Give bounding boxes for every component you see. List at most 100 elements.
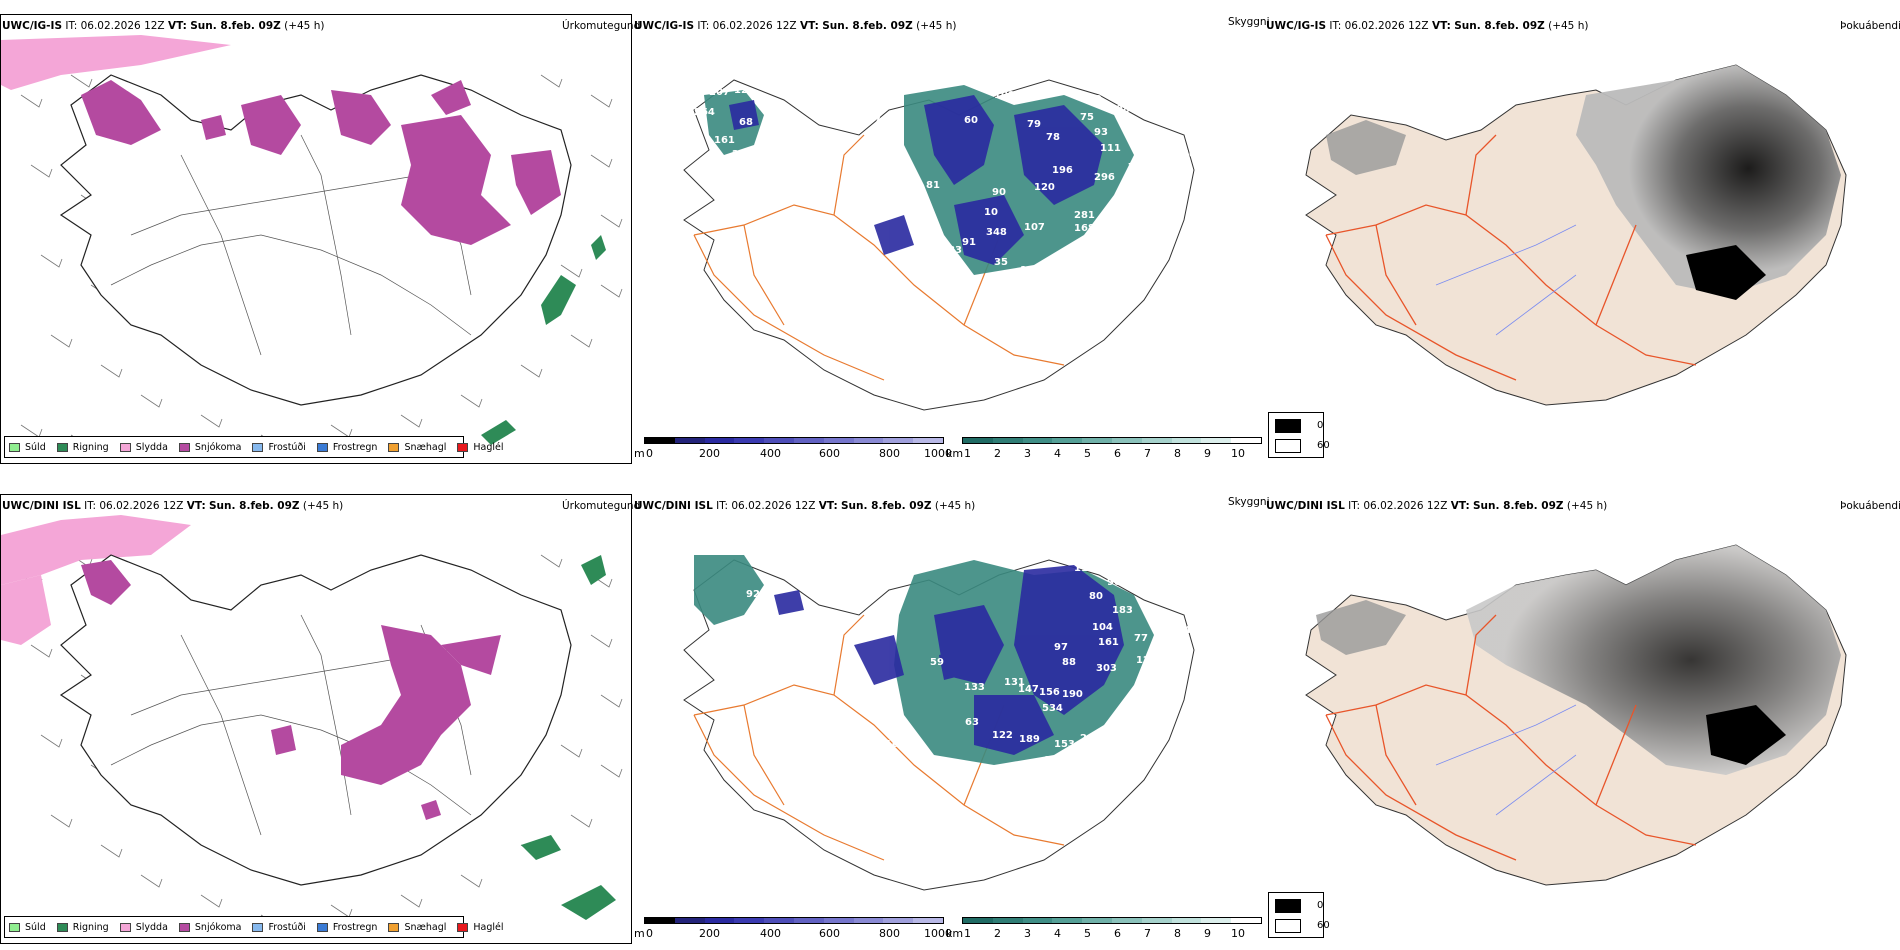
pink-slydda-2	[1, 515, 191, 585]
ceil-num: 116	[878, 739, 899, 750]
fog-swatch-low-2	[1275, 899, 1301, 913]
swatch-suld	[9, 442, 20, 452]
title-precip-1: Úrkomutegund	[562, 20, 641, 32]
swatch-frostudi	[252, 442, 264, 452]
ceil-num: 77	[896, 723, 910, 734]
swatch-slydda	[119, 442, 131, 452]
ceiling-tick: 0	[646, 927, 653, 940]
vis-tick: 3	[1024, 447, 1031, 460]
ceiling-unit: m	[634, 447, 645, 460]
ceil-num: 100	[994, 90, 1015, 101]
title-precip-2: Úrkomutegund	[562, 500, 641, 512]
precip-map-frame-2	[0, 494, 632, 944]
ceil-num: 97	[1054, 642, 1068, 653]
legend-item-rigning-2: Rigning	[56, 922, 109, 933]
ceil-num: 91	[962, 237, 976, 248]
ceil-num: 120	[1034, 182, 1055, 193]
fog-swatch-low	[1275, 419, 1301, 433]
legend-item-snaehagl: Snæhagl	[388, 442, 446, 453]
vis-tick: 4	[1054, 447, 1061, 460]
vis-tick: 1	[964, 447, 971, 460]
swatch-snaehagl-2	[388, 922, 400, 932]
blue-ceil-c2	[774, 565, 1124, 755]
vis-tick: 7	[1144, 927, 1151, 940]
ceil-num: 98	[1116, 104, 1130, 115]
roads-c2	[693, 614, 1065, 861]
ceil-num: 80	[1071, 74, 1085, 85]
ceil-num: 246	[1080, 733, 1101, 744]
vis-tick: 9	[1204, 447, 1211, 460]
ceil-num: 81	[926, 180, 940, 191]
ceil-num: 281	[1074, 210, 1095, 221]
ceil-num: 77	[1134, 633, 1148, 644]
ceil-num: 348	[986, 227, 1007, 238]
ceil-num: 168	[1084, 285, 1105, 296]
fog-label-high-2: 60	[1317, 920, 1330, 931]
precip-legend-1: Súld Rigning Slydda Snjókoma Frostúði Fr…	[4, 436, 504, 458]
ceil-num: 161	[714, 135, 735, 146]
ceil-num: 189	[1019, 734, 1040, 745]
vis-tick: 8	[1174, 927, 1181, 940]
ceil-num: 46	[1184, 625, 1198, 636]
vis-tick: 5	[1084, 927, 1091, 940]
rivers-f2	[1435, 704, 1577, 816]
fog-swatch-high-2	[1275, 919, 1301, 933]
ceiling-bar-1	[644, 437, 944, 444]
legend-item-snaehagl-2: Snæhagl	[388, 922, 446, 933]
fog-grey-west-f1	[1326, 120, 1406, 175]
vis-tick: 1	[964, 927, 971, 940]
fog-black-spot-f1	[1686, 245, 1766, 300]
ceil-num: 168	[1074, 223, 1095, 234]
ceiling-tick: 200	[699, 447, 720, 460]
fog-label-low: 0	[1317, 420, 1324, 431]
ceil-num: 90	[1107, 577, 1121, 588]
vis-tick: 10	[1231, 927, 1245, 940]
swatch-rigning	[56, 442, 68, 452]
vis-tick: 8	[1174, 447, 1181, 460]
swatch-suld-2	[9, 922, 20, 932]
ceil-num: 156	[1039, 687, 1060, 698]
ceil-num: 62	[1122, 742, 1136, 753]
legend-item-haglel: Haglél	[457, 442, 504, 453]
ceil-num: 60	[964, 115, 978, 126]
snjokoma-blobs-2	[81, 560, 501, 820]
vis-tick: 7	[1144, 447, 1151, 460]
rigning-blobs-2	[521, 555, 616, 920]
ceil-num: 79	[1027, 119, 1041, 130]
ceiling-number-labels-1: 207 12 264 68 161 21 75 94 16 79 100 80 …	[694, 74, 1196, 308]
swatch-frostregn-2	[316, 922, 328, 932]
ceiling-tick: 600	[819, 447, 840, 460]
ceiling-tick: 600	[819, 927, 840, 940]
ceil-num: 59	[930, 657, 944, 668]
ceil-num: 68	[739, 117, 753, 128]
legend-item-frostudi-2: Frostúði	[252, 922, 306, 933]
vis-tick: 6	[1114, 927, 1121, 940]
fog-label-low-2: 0	[1317, 900, 1324, 911]
precip-legend-2: Súld Rigning Slydda Snjókoma Frostúði Fr…	[4, 916, 504, 938]
ceil-num: 88	[1062, 657, 1076, 668]
swatch-frostregn	[316, 442, 328, 452]
pink-slydda-2b	[1, 575, 51, 645]
header-precip-1: UWC/IG-IS IT: 06.02.2026 12Z VT: Sun. 8.…	[2, 20, 325, 32]
ceil-num: 75	[1080, 112, 1094, 123]
visibility-bar-2	[962, 917, 1262, 924]
ceil-num: 86	[1154, 629, 1168, 640]
vis-tick: 6	[1114, 447, 1121, 460]
ceil-num: 50	[1182, 149, 1196, 160]
vis-tick: 5	[1084, 447, 1091, 460]
ceil-num: 93	[1094, 127, 1108, 138]
ceil-num: 145	[1064, 812, 1085, 823]
ceil-num: 78	[1160, 195, 1174, 206]
legend-item-slydda-2: Slydda	[119, 922, 168, 933]
legend-item-suld-2: Súld	[9, 922, 46, 933]
vis-tick: 2	[994, 927, 1001, 940]
legend-item-snjokoma-2: Snjókoma	[178, 922, 241, 933]
ceiling-tick: 200	[699, 927, 720, 940]
ceil-num: 79	[874, 115, 888, 126]
visibility-colorbar-2: km 1 2 3 4 5 6 7 8 9 10	[946, 917, 1266, 941]
ceil-num: 35	[994, 257, 1008, 268]
ceiling-unit: m	[634, 927, 645, 940]
ceil-num: 85	[1127, 577, 1141, 588]
swatch-frostudi-2	[252, 922, 264, 932]
fog-legend-1: 0 60	[1268, 412, 1330, 458]
